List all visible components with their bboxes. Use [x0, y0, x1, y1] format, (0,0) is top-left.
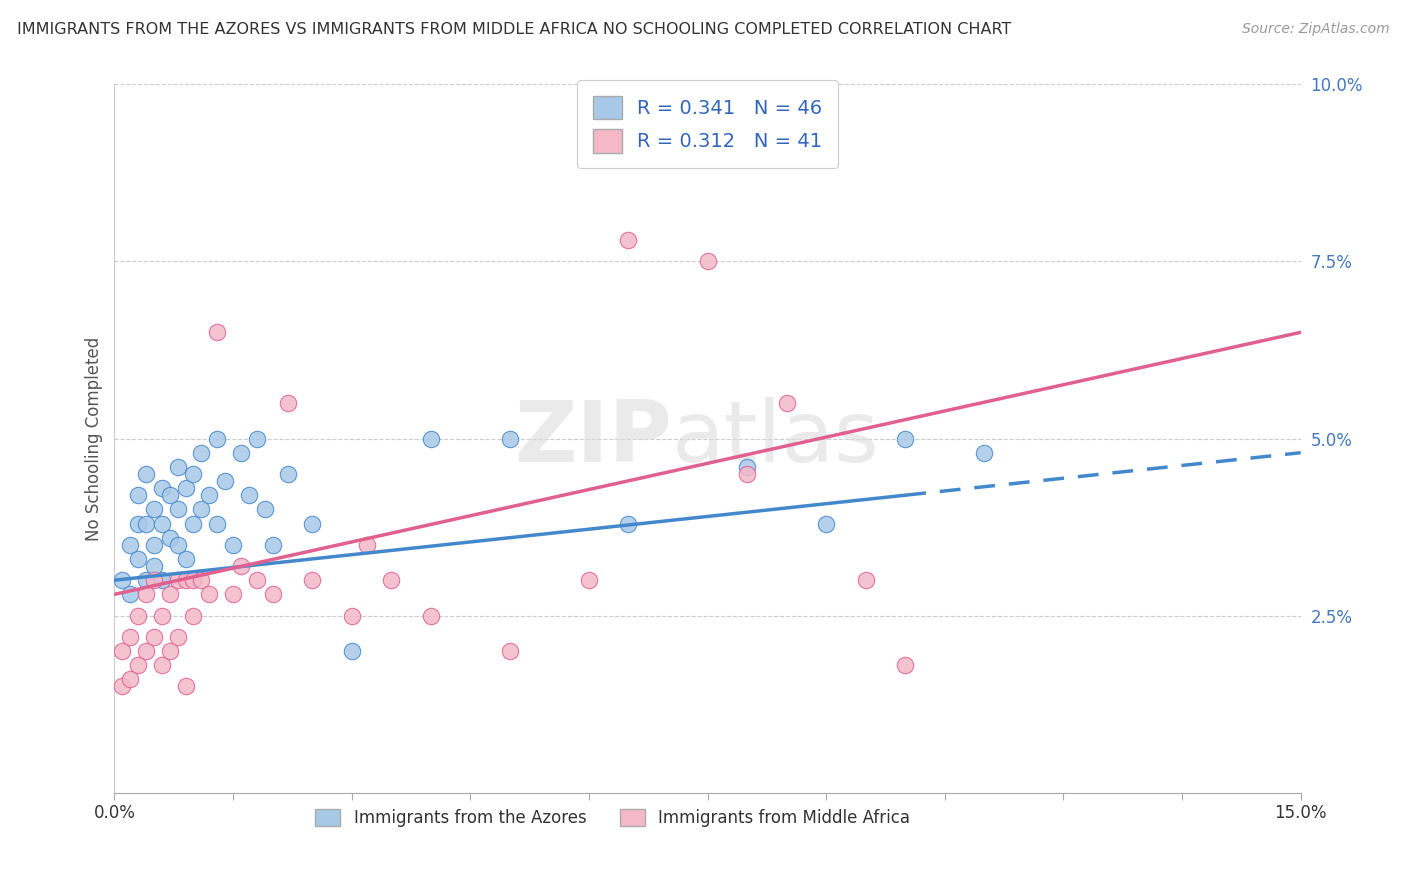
Point: [166, 502, 188, 516]
Point: [120, 587, 142, 601]
Point: [198, 488, 221, 502]
Point: [159, 587, 181, 601]
Point: [617, 516, 640, 531]
Point: [246, 573, 269, 587]
Point: [135, 573, 157, 587]
Point: [190, 446, 212, 460]
Point: [174, 573, 197, 587]
Point: [166, 538, 188, 552]
Point: [277, 396, 299, 410]
Point: [198, 587, 221, 601]
Point: [142, 502, 165, 516]
Point: [222, 538, 245, 552]
Point: [735, 459, 758, 474]
Point: [190, 573, 212, 587]
Point: [205, 516, 228, 531]
Text: ZIP: ZIP: [515, 397, 672, 480]
Point: [174, 481, 197, 495]
Point: [190, 502, 212, 516]
Point: [205, 326, 228, 340]
Point: [229, 559, 252, 574]
Point: [253, 502, 276, 516]
Point: [159, 644, 181, 658]
Point: [127, 608, 149, 623]
Point: [894, 432, 917, 446]
Point: [174, 552, 197, 566]
Point: [183, 467, 205, 481]
Point: [696, 254, 718, 268]
Point: [135, 644, 157, 658]
Point: [183, 608, 205, 623]
Point: [229, 446, 252, 460]
Point: [578, 573, 600, 587]
Point: [135, 467, 157, 481]
Point: [222, 587, 245, 601]
Point: [894, 658, 917, 673]
Point: [301, 573, 323, 587]
Point: [120, 630, 142, 644]
Point: [127, 552, 149, 566]
Point: [166, 459, 188, 474]
Point: [174, 680, 197, 694]
Point: [150, 658, 173, 673]
Text: Source: ZipAtlas.com: Source: ZipAtlas.com: [1241, 22, 1389, 37]
Point: [855, 573, 877, 587]
Point: [301, 516, 323, 531]
Y-axis label: No Schooling Completed: No Schooling Completed: [86, 336, 103, 541]
Point: [150, 516, 173, 531]
Point: [499, 644, 522, 658]
Point: [735, 467, 758, 481]
Point: [120, 673, 142, 687]
Point: [142, 573, 165, 587]
Point: [183, 573, 205, 587]
Point: [111, 680, 134, 694]
Point: [775, 396, 797, 410]
Text: atlas: atlas: [672, 397, 880, 480]
Point: [262, 538, 284, 552]
Point: [277, 467, 299, 481]
Point: [246, 432, 269, 446]
Point: [142, 538, 165, 552]
Point: [205, 432, 228, 446]
Point: [617, 233, 640, 247]
Point: [142, 559, 165, 574]
Point: [419, 608, 441, 623]
Point: [127, 658, 149, 673]
Point: [340, 644, 363, 658]
Point: [159, 488, 181, 502]
Point: [135, 587, 157, 601]
Point: [150, 573, 173, 587]
Point: [135, 516, 157, 531]
Point: [150, 481, 173, 495]
Point: [150, 608, 173, 623]
Point: [183, 516, 205, 531]
Point: [214, 474, 236, 488]
Point: [111, 573, 134, 587]
Point: [142, 630, 165, 644]
Point: [973, 446, 995, 460]
Point: [127, 516, 149, 531]
Point: [419, 432, 441, 446]
Point: [499, 432, 522, 446]
Point: [159, 531, 181, 545]
Point: [166, 630, 188, 644]
Point: [238, 488, 260, 502]
Point: [356, 538, 378, 552]
Point: [380, 573, 402, 587]
Point: [262, 587, 284, 601]
Point: [111, 644, 134, 658]
Point: [166, 573, 188, 587]
Text: IMMIGRANTS FROM THE AZORES VS IMMIGRANTS FROM MIDDLE AFRICA NO SCHOOLING COMPLET: IMMIGRANTS FROM THE AZORES VS IMMIGRANTS…: [17, 22, 1011, 37]
Point: [340, 608, 363, 623]
Point: [127, 488, 149, 502]
Point: [815, 516, 838, 531]
Legend: Immigrants from the Azores, Immigrants from Middle Africa: Immigrants from the Azores, Immigrants f…: [308, 803, 917, 834]
Point: [120, 538, 142, 552]
